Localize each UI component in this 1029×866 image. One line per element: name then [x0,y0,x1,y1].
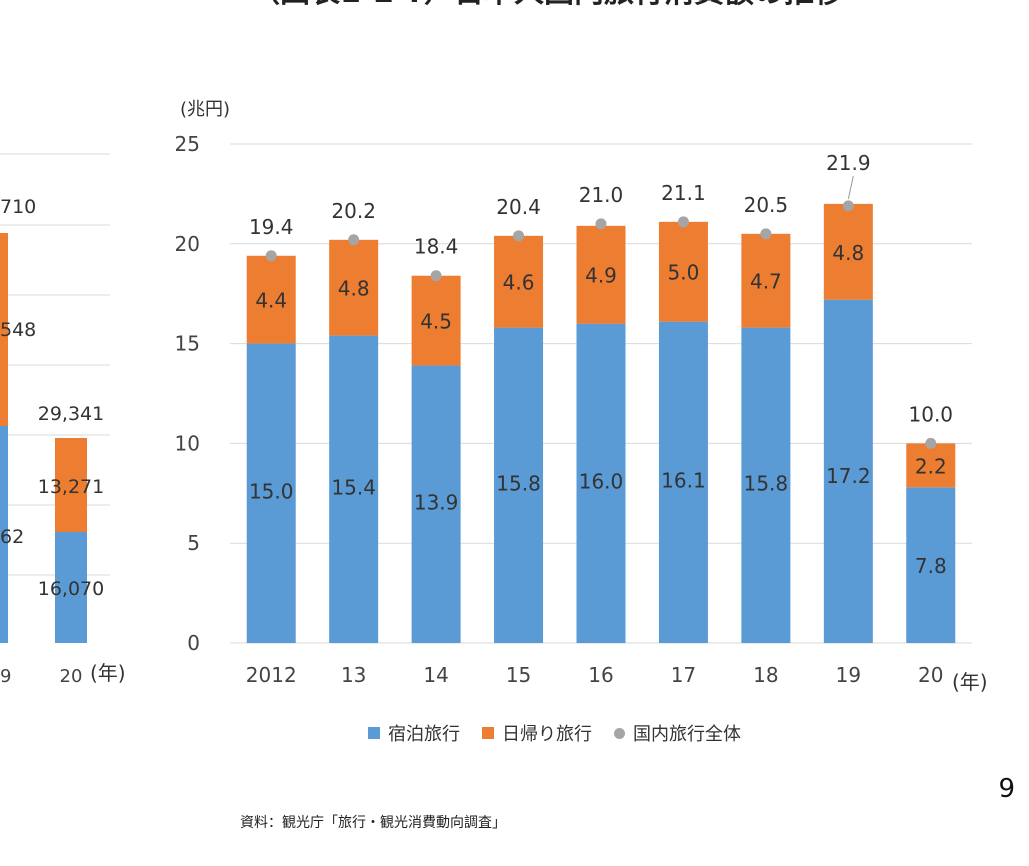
y-tick-label: 0 [187,631,200,655]
left-bar-stay-19 [0,426,8,643]
x-tick-label: 19 [836,663,861,687]
y-axis-label: (兆円) [180,99,230,120]
legend-label-day: 日帰り旅行 [502,724,592,745]
data-label-day: 5.0 [668,261,700,285]
legend-swatch-total [614,727,625,739]
data-label-day: 4.4 [255,289,287,313]
total-marker-15 [513,230,525,242]
bar-day-16 [576,225,626,324]
bar-day-14 [411,275,461,366]
left-stay-label-20: 16,070 [38,578,104,600]
left-total-label-19: 710 [0,196,36,218]
y-tick-label: 5 [187,531,200,555]
data-label-total: 18.4 [414,235,459,259]
bar-day-18 [741,233,791,328]
total-marker-18 [760,228,772,240]
x-axis-label: (年) [952,670,988,694]
data-label-total: 19.4 [249,215,294,239]
bar-stay-20 [906,487,956,643]
data-label-stay: 15.4 [331,475,376,499]
bar-stay-17 [658,321,708,643]
data-label-day: 4.5 [420,310,452,334]
data-label-stay: 7.8 [915,554,947,578]
data-label-total: 10.0 [909,402,954,426]
data-label-day: 4.7 [750,270,782,294]
legend-swatch-day [482,727,494,739]
legend-item-stay: 宿泊旅行 [368,720,460,746]
bar-day-15 [494,235,544,328]
x-tick-label: 13 [341,663,366,687]
bar-stay-19 [823,299,873,643]
left-x-tick-19: 9 [0,666,11,687]
data-label-total: 20.2 [331,199,376,223]
x-tick-label: 20 [918,663,943,687]
left-day-label-20: 13,271 [38,476,104,498]
chart-legend: 宿泊旅行 日帰り旅行 国内旅行全体 [368,720,741,746]
leader-line [847,175,854,199]
data-label-day: 4.6 [503,271,535,295]
x-tick-label: 14 [423,663,448,687]
data-label-day: 4.8 [832,241,864,265]
y-tick-label: 10 [175,431,200,455]
y-tick-label: 20 [175,232,200,256]
left-bar-day-20 [55,438,87,532]
x-tick-label: 2012 [246,663,297,687]
bar-stay-16 [576,323,626,643]
legend-swatch-stay [368,727,380,739]
bar-day-13 [329,239,379,336]
bar-stay-2012 [246,343,296,643]
total-marker-16 [595,218,607,230]
left-x-tick-20: 20 [60,666,83,687]
bar-stay-15 [494,327,544,643]
total-marker-13 [348,234,360,246]
y-tick-label: 25 [175,132,200,156]
data-label-total: 20.4 [496,195,541,219]
page-title: （図表1-2-?）日本人国内旅行消費額の推移 [250,0,950,8]
data-label-day: 4.9 [585,264,617,288]
x-tick-label: 16 [588,663,613,687]
data-label-stay: 16.0 [579,469,624,493]
x-tick-label: 18 [753,663,778,687]
bar-day-2012 [246,255,296,344]
bar-stay-13 [329,335,379,643]
data-label-stay: 15.8 [496,471,541,495]
total-marker-2012 [265,250,277,262]
bar-day-20 [906,443,956,488]
x-tick-label: 15 [506,663,531,687]
legend-item-day: 日帰り旅行 [482,720,592,746]
page-number: 9 [998,774,1015,804]
data-label-total: 21.0 [579,183,624,207]
left-stay-label-19: 62 [0,526,24,548]
left-total-label-20: 29,341 [38,403,104,425]
total-marker-17 [677,216,689,228]
x-tick-label: 17 [671,663,696,687]
data-label-stay: 15.8 [744,471,789,495]
bar-stay-14 [411,365,461,643]
left-x-axis-label: (年) [90,661,126,685]
legend-label-total: 国内旅行全体 [633,724,741,745]
total-marker-20 [925,437,937,449]
bar-day-19 [823,203,873,300]
bar-stay-18 [741,327,791,643]
data-label-stay: 13.9 [414,490,459,514]
y-tick-label: 15 [175,332,200,356]
data-label-stay: 17.2 [826,464,871,488]
left-bar-day-19 [0,233,8,426]
legend-label-stay: 宿泊旅行 [388,724,460,745]
source-note: 資料：観光庁「旅行・観光消費動向調査」 [240,815,506,831]
data-label-total: 20.5 [744,193,789,217]
data-label-day: 4.8 [338,277,370,301]
data-label-day: 2.2 [915,454,947,478]
left-day-label-19: 548 [0,319,36,341]
total-marker-19 [842,200,854,212]
legend-item-total: 国内旅行全体 [614,720,741,746]
data-label-total: 21.9 [826,151,871,175]
data-label-total: 21.1 [661,181,706,205]
data-label-stay: 16.1 [661,468,706,492]
data-label-stay: 15.0 [249,479,294,503]
bar-day-17 [658,221,708,322]
left-bar-stay-20 [55,532,87,643]
total-marker-14 [430,270,442,282]
